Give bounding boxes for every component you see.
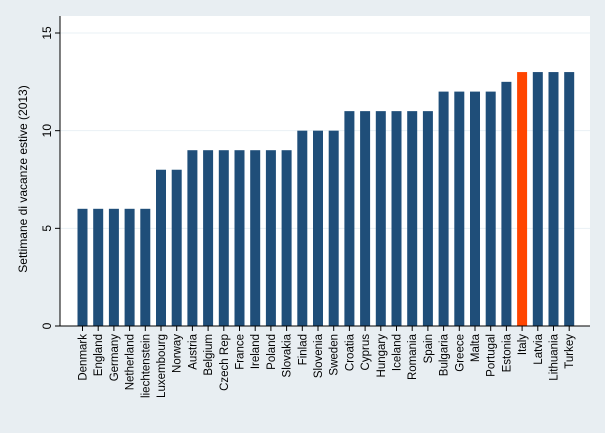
x-tick-label: Hungary: [376, 334, 388, 378]
y-tick-label: 5: [40, 225, 54, 232]
axes: [59, 16, 590, 327]
bar-norway: [171, 169, 182, 326]
x-tick-label: Malta: [470, 333, 482, 362]
bar-greece: [454, 91, 465, 326]
bar-austria: [187, 150, 198, 326]
x-tick-label: Norway: [172, 334, 184, 373]
x-tick-label: Slovakia: [282, 333, 294, 377]
bar-cyprus: [360, 111, 371, 326]
bar-england: [93, 208, 104, 326]
x-tick-label: Lithuania: [549, 333, 561, 380]
x-tick-label: Ireland: [250, 334, 262, 369]
bar-finlad: [297, 130, 308, 326]
x-tick-label: Belgium: [203, 334, 215, 376]
x-tick-label: Portugal: [486, 334, 498, 377]
bar-turkey: [564, 72, 575, 326]
x-tick-label: England: [93, 334, 105, 376]
y-axis-title: Settimane di vacanze estive (2013): [16, 85, 30, 272]
x-tick-label: Denmark: [78, 334, 90, 381]
bar-spain: [422, 111, 433, 326]
x-tick-label: Italy: [517, 334, 529, 355]
bar-slovakia: [281, 150, 292, 326]
x-tick-label: Latvia: [533, 333, 545, 364]
x-tick-label: Estonia: [501, 333, 513, 372]
bar-netherland: [124, 208, 135, 326]
bar-luxembourg: [156, 169, 166, 326]
x-tick-label: Poland: [266, 334, 278, 370]
y-tick-label: 10: [40, 124, 54, 138]
bars: [77, 72, 575, 326]
bar-croatia: [344, 111, 355, 326]
x-tick-label: Netherland: [125, 334, 137, 390]
bar-germany: [108, 208, 119, 326]
bar-portugal: [485, 91, 496, 326]
bar-belgium: [203, 150, 214, 326]
bar-slovenia: [313, 130, 323, 326]
x-tick-label: Iceland: [392, 334, 404, 371]
y-ticks: 0 5 10 15: [40, 26, 60, 329]
x-tick-label: Bulgaria: [439, 333, 451, 376]
x-tick-label: Spain: [423, 334, 435, 363]
bar-ireland: [250, 150, 261, 326]
x-tick-label: Sweden: [329, 334, 341, 376]
x-tick-label: Romania: [407, 333, 419, 380]
bar-denmark: [77, 208, 88, 326]
y-tick-label: 15: [40, 26, 54, 40]
bar-estonia: [501, 81, 512, 326]
bar-liechtenstein: [140, 208, 151, 326]
y-tick-label: 0: [40, 322, 54, 329]
x-tick-label: Turkey: [564, 334, 576, 369]
bar-malta: [470, 91, 480, 326]
bar-hungary: [375, 111, 386, 326]
x-tick-label: Slovenia: [313, 333, 325, 378]
x-tick-label: Luxembourg: [156, 334, 168, 398]
bar-latvia: [532, 72, 543, 326]
bar-france: [234, 150, 245, 326]
bar-poland: [265, 150, 276, 326]
x-tick-label: Germany: [109, 334, 121, 382]
bar-bulgaria: [438, 91, 449, 326]
bar-iceland: [391, 111, 402, 326]
x-tick-label: Cyprus: [360, 334, 372, 371]
bar-sweden: [328, 130, 339, 326]
bar-romania: [407, 111, 418, 326]
x-ticks: Denmark England Germany Netherland liechtens…: [78, 326, 576, 398]
x-tick-label: Croatia: [344, 333, 356, 371]
bar-italy: [517, 72, 528, 326]
x-tick-label: Czech Rep: [219, 334, 231, 391]
x-tick-label: France: [235, 334, 247, 370]
x-tick-label: Austria: [187, 333, 199, 369]
x-tick-label: Finlad: [297, 334, 309, 365]
x-tick-label: liechtenstein: [140, 334, 152, 398]
bar-lithuania: [548, 72, 559, 326]
x-tick-label: Greece: [454, 334, 466, 372]
bar-czech-rep: [218, 150, 229, 326]
